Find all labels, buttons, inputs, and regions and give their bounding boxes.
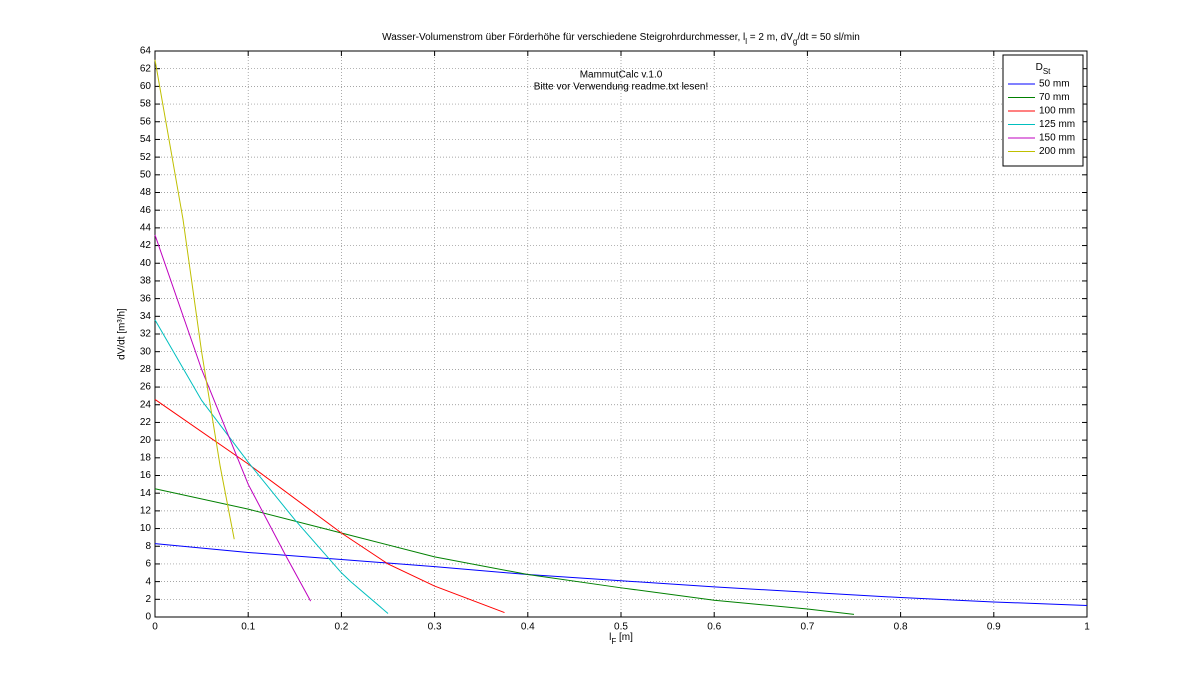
series-line [154, 399, 505, 614]
x-tick-label: 0.1 [241, 622, 255, 633]
y-tick-label: 12 [140, 506, 152, 517]
y-tick-label: 26 [140, 382, 152, 393]
legend-label: 150 mm [1039, 133, 1075, 144]
axes-box [154, 50, 1088, 618]
x-tick-label: 0.9 [987, 622, 1001, 633]
legend-label: 50 mm [1039, 79, 1070, 90]
y-tick-label: 8 [145, 541, 151, 552]
x-axis-label-part: [m] [616, 632, 633, 643]
chart-title-part: /dt = 50 sl/min [797, 32, 860, 43]
y-tick-label: 18 [140, 452, 152, 463]
x-tick-label: 0.8 [894, 622, 908, 633]
y-tick-label: 16 [140, 470, 152, 481]
y-tick-label: 54 [140, 134, 152, 145]
legend-label: 125 mm [1039, 119, 1075, 130]
series-line [154, 543, 1088, 607]
y-tick-label: 34 [140, 311, 152, 322]
y-tick-label: 52 [140, 152, 152, 163]
y-tick-label: 6 [145, 559, 151, 570]
chart-title-part: = 2 m, dV [747, 32, 793, 43]
y-tick-label: 56 [140, 116, 152, 127]
series-line [154, 234, 312, 602]
series-line [154, 319, 389, 614]
x-tick-label: 0.3 [428, 622, 442, 633]
y-tick-label: 60 [140, 81, 152, 92]
y-tick-label: 42 [140, 240, 152, 251]
y-tick-label: 20 [140, 435, 152, 446]
y-tick-label: 30 [140, 346, 152, 357]
y-tick-label: 24 [140, 399, 152, 410]
annotation: Bitte vor Verwendung readme.txt lesen! [534, 82, 709, 93]
legend-title: DSt [1036, 62, 1052, 76]
y-tick-label: 36 [140, 293, 152, 304]
y-tick-label: 2 [145, 594, 151, 605]
legend-title-part: St [1043, 67, 1051, 76]
y-tick-label: 58 [140, 99, 152, 110]
x-tick-label: 0.2 [334, 622, 348, 633]
chart-title-part: g [793, 37, 797, 46]
y-tick-label: 62 [140, 63, 152, 74]
y-tick-label: 14 [140, 488, 152, 499]
y-tick-label: 28 [140, 364, 152, 375]
y-tick-label: 46 [140, 205, 152, 216]
y-tick-label: 0 [145, 612, 151, 623]
y-tick-label: 22 [140, 417, 152, 428]
y-tick-label: 50 [140, 169, 152, 180]
x-tick-label: 0.6 [707, 622, 721, 633]
y-tick-label: 44 [140, 223, 152, 234]
x-tick-label: 0.5 [614, 622, 628, 633]
chart-title-part: Wasser-Volumenstrom über Förderhöhe für … [382, 32, 745, 43]
x-tick-label: 0 [152, 622, 158, 633]
y-axis-label: dV/dt [m³/h] [117, 308, 128, 360]
x-tick-label: 1 [1084, 622, 1090, 633]
chart-title: Wasser-Volumenstrom über Förderhöhe für … [382, 32, 860, 46]
x-axis-label-part: F [611, 637, 616, 646]
legend-label: 70 mm [1039, 92, 1070, 103]
x-axis-label-part: l [609, 632, 611, 643]
y-tick-label: 38 [140, 276, 152, 287]
series-line [154, 488, 855, 615]
y-tick-label: 48 [140, 187, 152, 198]
x-tick-label: 0.7 [800, 622, 814, 633]
y-tick-label: 40 [140, 258, 152, 269]
y-tick-label: 32 [140, 329, 152, 340]
chart-title-part: l [745, 37, 747, 46]
x-tick-label: 0.4 [521, 622, 535, 633]
y-tick-label: 4 [145, 576, 151, 587]
series-line [154, 59, 235, 540]
y-tick-label: 64 [140, 46, 152, 57]
annotation: MammutCalc v.1.0 [580, 70, 663, 81]
legend-title-part: D [1036, 62, 1043, 73]
legend-label: 200 mm [1039, 146, 1075, 157]
y-tick-label: 10 [140, 523, 152, 534]
x-axis-label: lF [m] [609, 632, 633, 646]
legend-label: 100 mm [1039, 106, 1075, 117]
